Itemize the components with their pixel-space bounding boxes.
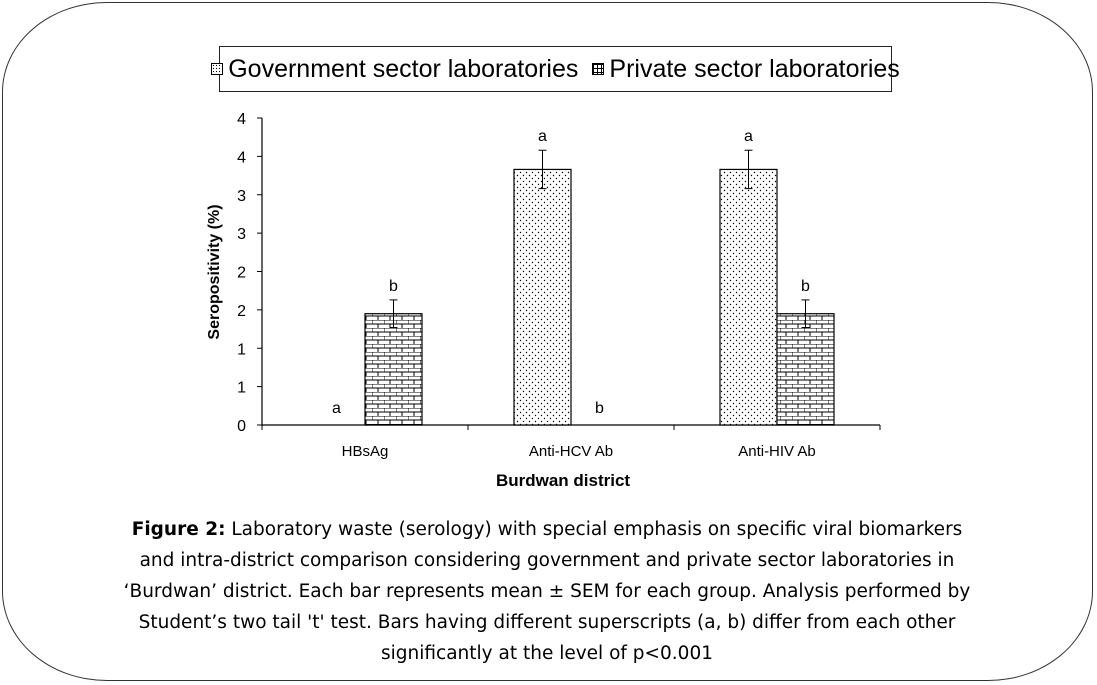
bars-group [364,149,835,426]
superscript-label: a [744,128,753,145]
superscript-label: b [389,278,398,295]
y-tick-label: 4 [237,149,246,166]
legend-item-private: Private sector laboratories [592,54,900,84]
caption-label: Figure 2: [131,519,226,540]
y-axis-title: Seropositivity (%) [206,204,223,339]
y-tick-label: 1 [237,341,246,358]
figure-caption: Figure 2: Laboratory waste (serology) wi… [112,514,982,669]
y-tick-label: 1 [237,380,246,397]
legend-swatch-private [592,63,605,75]
y-tick-label: 3 [237,188,246,205]
legend-label-government: Government sector laboratories [228,54,579,83]
bar-government [719,168,778,426]
x-tick-label: Anti-HIV Ab [738,443,816,460]
x-tick-label: HBsAg [342,443,389,460]
legend-label-private: Private sector laboratories [609,54,900,83]
bar-private [776,313,835,426]
x-tick-label: Anti-HCV Ab [529,443,613,460]
labels-group: Burdwan district Seropositivity (%) HBsAg a… [206,128,816,490]
y-tick-label: 0 [237,418,246,435]
superscript-label: a [538,128,547,145]
bar-chart: 0 1 1 2 2 3 3 4 4 Burdwan district Seropositivity… [206,111,881,490]
superscript-label: a [332,400,341,417]
superscript-label: b [801,278,810,295]
y-tick-label: 2 [237,265,246,282]
bar-private [364,313,423,426]
legend-item-government: Government sector laboratories [211,55,578,84]
caption-text: Laboratory waste (serology) with special… [123,519,971,664]
y-tick-label: 2 [237,303,246,320]
superscript-label: b [595,400,604,417]
y-tick-label: 4 [237,111,246,128]
y-tick-label: 3 [237,226,246,243]
chart-legend: Government sector laboratories Private s… [211,46,900,92]
bar-government [513,168,572,426]
x-axis-title: Burdwan district [496,471,630,490]
legend-swatch-government [211,63,224,75]
